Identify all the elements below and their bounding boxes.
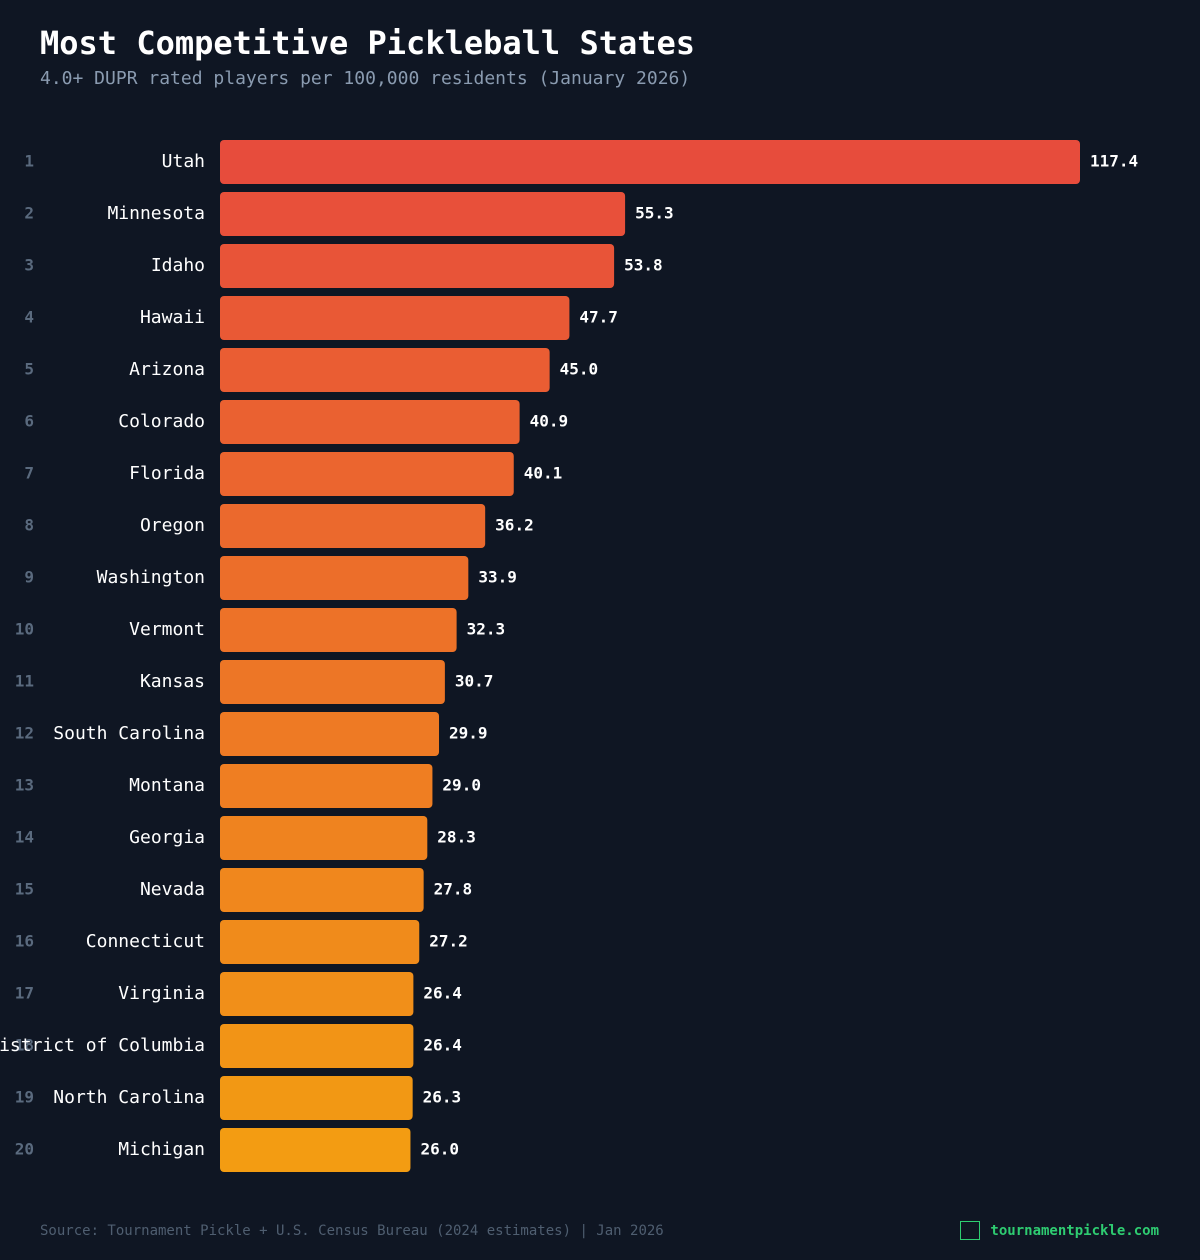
value-label: 27.8 (434, 880, 473, 899)
rank: 12 (15, 724, 34, 743)
bar (220, 400, 520, 444)
value-label: 55.3 (635, 204, 674, 223)
source: Source: Tournament Pickle + U.S. Census … (40, 1223, 664, 1239)
category-label: Kansas (140, 671, 205, 692)
category-label: Vermont (129, 619, 205, 640)
category-label: Minnesota (107, 203, 205, 224)
bar (220, 712, 440, 756)
category-label: Arizona (129, 359, 205, 380)
rank: 16 (15, 932, 34, 951)
value-label: 26.3 (423, 1088, 462, 1107)
value-label: 29.0 (442, 776, 481, 795)
value-label: 33.9 (478, 568, 517, 587)
rank: 17 (15, 984, 34, 1003)
value-label: 26.4 (423, 984, 462, 1003)
category-label: District of Columbia (0, 1035, 205, 1056)
rank: 4 (24, 308, 34, 327)
value-label: 47.7 (579, 308, 618, 327)
website: tournamentpickle.com (990, 1223, 1159, 1239)
value-label: 32.3 (467, 620, 506, 639)
bar (220, 816, 428, 860)
bar (220, 1128, 411, 1172)
category-label: Washington (97, 567, 205, 588)
value-label: 27.2 (429, 932, 468, 951)
rank: 10 (15, 620, 34, 639)
value-label: 40.1 (524, 464, 563, 483)
rank: 20 (15, 1140, 34, 1159)
bar (220, 868, 424, 912)
bar (220, 1076, 413, 1120)
rank: 3 (24, 256, 34, 275)
category-label: North Carolina (53, 1087, 205, 1108)
rank: 9 (24, 568, 34, 587)
bar (220, 140, 1080, 184)
bar (220, 504, 486, 548)
value-label: 29.9 (449, 724, 488, 743)
category-label: Montana (129, 775, 205, 796)
rank: 11 (15, 672, 34, 691)
category-label: Virginia (118, 983, 205, 1004)
website-icon (960, 1221, 980, 1240)
value-label: 26.4 (423, 1036, 462, 1055)
rank: 1 (24, 152, 34, 171)
value-label: 45.0 (560, 360, 599, 379)
bar (220, 608, 457, 652)
category-label: Michigan (118, 1139, 205, 1160)
chart-title: Most Competitive Pickleball States (40, 24, 695, 62)
bar (220, 660, 445, 704)
rank: 15 (15, 880, 34, 899)
category-label: Oregon (140, 515, 205, 536)
bar (220, 348, 550, 392)
rank: 6 (24, 412, 34, 431)
value-label: 30.7 (455, 672, 494, 691)
rank: 19 (15, 1088, 34, 1107)
bar (220, 452, 514, 496)
rank: 13 (15, 776, 34, 795)
bar (220, 920, 420, 964)
bar (220, 1024, 414, 1068)
bar (220, 296, 570, 340)
category-label: Florida (129, 463, 205, 484)
rank: 5 (24, 360, 34, 379)
value-label: 26.0 (420, 1140, 459, 1159)
rank: 8 (24, 516, 34, 535)
bar (220, 972, 414, 1016)
value-label: 53.8 (624, 256, 663, 275)
chart-subtitle: 4.0+ DUPR rated players per 100,000 resi… (40, 68, 690, 89)
category-label: Georgia (129, 827, 205, 848)
value-label: 40.9 (530, 412, 569, 431)
rank: 7 (24, 464, 34, 483)
category-label: Idaho (151, 255, 205, 276)
rank: 18 (15, 1036, 34, 1055)
category-label: Colorado (118, 411, 205, 432)
bar (220, 556, 469, 600)
bar (220, 244, 615, 288)
category-label: South Carolina (53, 723, 205, 744)
rank: 2 (24, 204, 34, 223)
value-label: 28.3 (437, 828, 476, 847)
bar (220, 192, 626, 236)
category-label: Connecticut (86, 931, 205, 952)
category-label: Hawaii (140, 307, 205, 328)
bar (220, 764, 433, 808)
category-label: Utah (162, 151, 205, 172)
rank: 14 (15, 828, 34, 847)
category-label: Nevada (140, 879, 205, 900)
value-label: 36.2 (495, 516, 534, 535)
value-label: 117.4 (1090, 152, 1138, 171)
